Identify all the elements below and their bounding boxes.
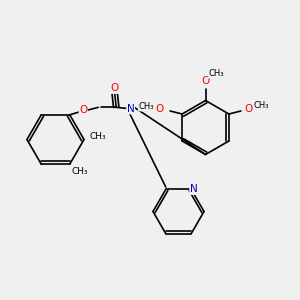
Text: CH₃: CH₃ [72,167,88,176]
Text: CH₃: CH₃ [138,102,154,111]
Text: N: N [190,184,197,194]
Text: CH₃: CH₃ [89,132,106,141]
Text: CH₃: CH₃ [208,69,224,78]
Text: CH₃: CH₃ [254,100,269,109]
Text: O: O [244,104,253,115]
Text: O: O [111,83,119,93]
Text: N: N [127,104,134,114]
Text: O: O [155,104,164,115]
Text: O: O [79,105,87,115]
Text: O: O [201,76,210,86]
